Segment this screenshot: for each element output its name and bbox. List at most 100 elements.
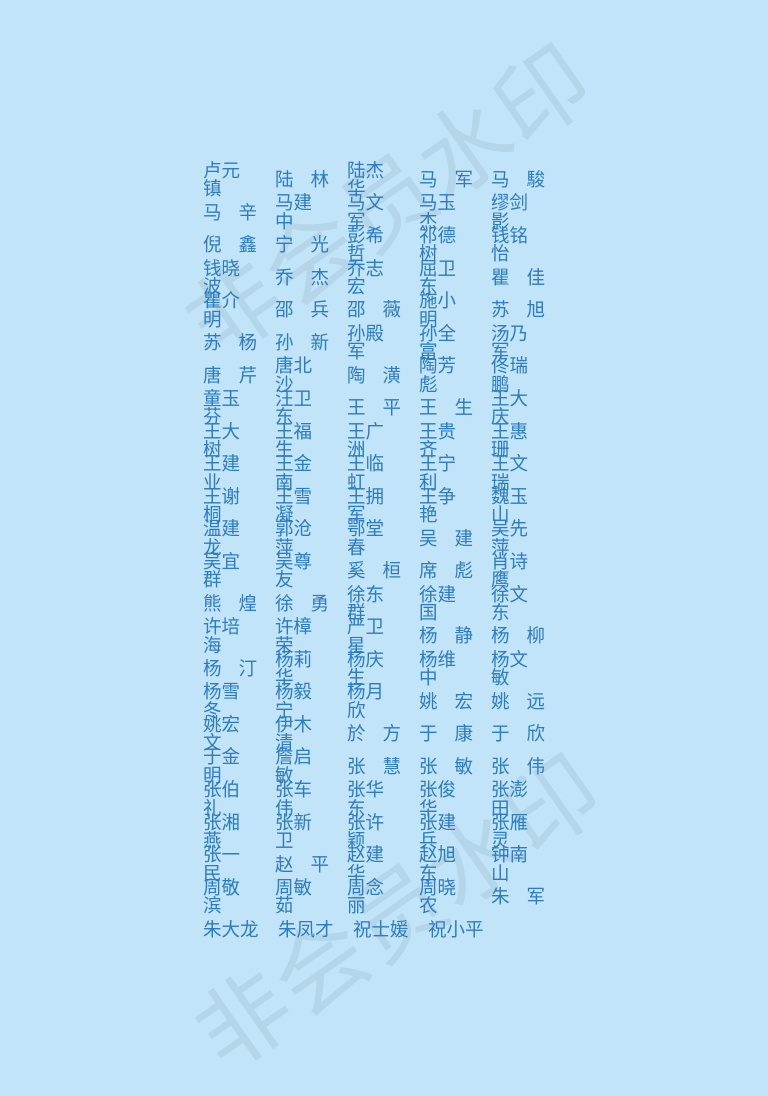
- name-char: 倪: [203, 235, 222, 257]
- name-cell: 卢元镇: [203, 162, 257, 200]
- name-text: 朱大龙: [203, 919, 259, 941]
- name-text: 王临虹: [347, 454, 385, 494]
- name-cell: 苏杨: [203, 335, 257, 354]
- name-cell: 于康: [419, 726, 473, 745]
- name-row: 童玉芬 汪卫东王平王生王大庆: [203, 388, 563, 429]
- name-char: 方: [382, 724, 401, 746]
- name-cell: 赵旭东: [419, 847, 473, 884]
- name-row: 熊煌徐勇徐东群 徐建国 徐文东: [203, 586, 563, 624]
- name-row: 王建业 王金南 王临虹 王宁利 王文瑞: [203, 454, 563, 494]
- name-row: 张伯礼 张车伟 张华东 张俊华 张澎田: [203, 780, 563, 820]
- name-cell: 倪鑫: [203, 237, 257, 256]
- name-cell: 周敬滨: [203, 877, 257, 918]
- name-char: 杨: [203, 658, 222, 680]
- name-text: 彭希哲: [347, 225, 385, 266]
- name-row: 马辛马建中 马文军 马玉杰 缪剑影: [203, 195, 563, 232]
- name-row: 钱晓波 乔杰乔志宏 屈卫东 瞿佳: [203, 260, 563, 298]
- name-row: 于金明 詹启敏张慧张敏张伟: [203, 749, 563, 786]
- name-text: 赵旭东: [419, 845, 457, 885]
- name-char: 马: [203, 202, 222, 224]
- name-text: 周敏茹: [275, 877, 313, 918]
- name-text: 钱铭怡: [491, 225, 529, 266]
- name-cell: 瞿介明: [203, 292, 257, 330]
- name-cell: 张车伟: [275, 781, 329, 819]
- name-cell: 严卫星: [347, 617, 401, 657]
- name-text: 周敬滨: [203, 877, 241, 918]
- name-char: 马: [419, 170, 438, 192]
- name-text: 王大树: [203, 421, 241, 462]
- name-text: 吴尊友: [275, 551, 313, 592]
- name-row: 王大树 王福生 王广洲 王贵齐 王惠珊: [203, 421, 563, 462]
- name-char: 潢: [382, 365, 401, 387]
- name-cell: 佟瑞鹏: [491, 358, 545, 395]
- name-text: 汪卫东: [275, 388, 313, 429]
- name-char: 姚: [419, 691, 438, 713]
- name-cell: 乔志宏: [347, 260, 401, 298]
- name-text: 魏玉山: [491, 486, 529, 527]
- name-cell: 马军: [419, 172, 473, 191]
- name-text: 吴宜群: [203, 551, 241, 592]
- name-char: 建: [454, 528, 473, 550]
- name-cell: 詹启敏: [275, 749, 329, 786]
- name-cell: 杨莉华: [275, 651, 329, 689]
- name-text: 严卫星: [347, 617, 385, 657]
- name-cell: 张华东: [347, 781, 401, 819]
- name-cell: 祝小平: [428, 921, 485, 941]
- name-char: 吴: [419, 528, 438, 550]
- name-cell: 孙新: [275, 335, 329, 354]
- name-char: 旭: [526, 300, 545, 322]
- name-cell: 唐芹: [203, 365, 257, 387]
- name-cell: 许培海: [203, 618, 257, 656]
- name-cell: 张一民: [203, 847, 257, 884]
- name-row: 周敬滨 周敏茹 周念丽 周晓农 朱军: [203, 877, 563, 918]
- name-cell: 杨柳: [491, 628, 545, 647]
- name-text: 张雁灵: [491, 812, 529, 853]
- name-text: 张俊华: [419, 780, 457, 820]
- name-cell: 钱铭怡: [491, 225, 545, 266]
- name-row: 吴宜群 吴尊友 奚桓席彪肖诗鹰: [203, 551, 563, 592]
- name-cell: 吴尊友: [275, 551, 329, 592]
- name-cell: 王金南: [275, 455, 329, 493]
- name-row: 姚宏文 伊木清於方于康于欣: [203, 716, 563, 754]
- name-text: 张许颖: [347, 812, 385, 853]
- name-cell: 彭希哲: [347, 225, 401, 266]
- name-text: 王建业: [203, 454, 241, 494]
- name-char: 康: [454, 724, 473, 746]
- name-char: 杨: [238, 333, 257, 355]
- name-cell: 伊木清: [275, 716, 329, 754]
- name-char: 马: [491, 170, 510, 192]
- name-cell: 杨静: [419, 628, 473, 647]
- name-char: 熊: [203, 593, 222, 615]
- name-text: 王拥军: [347, 486, 385, 527]
- name-char: 宁: [275, 235, 294, 257]
- name-text: 陆杰华: [347, 160, 385, 201]
- name-char: 张: [347, 756, 366, 778]
- name-char: 芹: [238, 365, 257, 387]
- name-cell: 赵平: [275, 856, 329, 876]
- name-char: 杰: [310, 267, 329, 289]
- name-text: 张一民: [203, 845, 241, 885]
- name-cell: 王建业: [203, 454, 257, 494]
- name-char: 杨: [419, 626, 438, 648]
- name-text: 周念丽: [347, 877, 385, 918]
- name-char: 辛: [238, 202, 257, 224]
- name-cell: 於方: [347, 726, 401, 745]
- name-cell: 王广洲: [347, 423, 401, 461]
- name-text: 佟瑞鹏: [491, 356, 529, 396]
- name-char: 席: [419, 561, 438, 583]
- name-cell: 于金明: [203, 749, 257, 786]
- name-text: 祁德树: [419, 225, 457, 266]
- name-row: 许培海 许樟荣 严卫星杨静杨柳: [203, 617, 563, 657]
- name-char: 柳: [526, 626, 545, 648]
- name-cell: 陆杰华: [347, 160, 401, 201]
- name-row: 温建龙 郭沧萍 鄂堂春 吴建吴先萍: [203, 521, 563, 558]
- name-text: 汤乃军: [491, 323, 529, 364]
- name-text: 王争艳: [419, 486, 457, 527]
- name-char: 张: [491, 756, 510, 778]
- name-text: 张新卫: [275, 812, 313, 853]
- name-char: 敏: [454, 756, 473, 778]
- name-row: 朱大龙 朱凤才 祝士媛 祝小平: [203, 915, 563, 948]
- name-cell: 徐东群: [347, 586, 401, 624]
- name-row: 倪鑫宁光彭希哲 祁德树 钱铭怡: [203, 225, 563, 266]
- name-cell: 张澎田: [491, 781, 545, 819]
